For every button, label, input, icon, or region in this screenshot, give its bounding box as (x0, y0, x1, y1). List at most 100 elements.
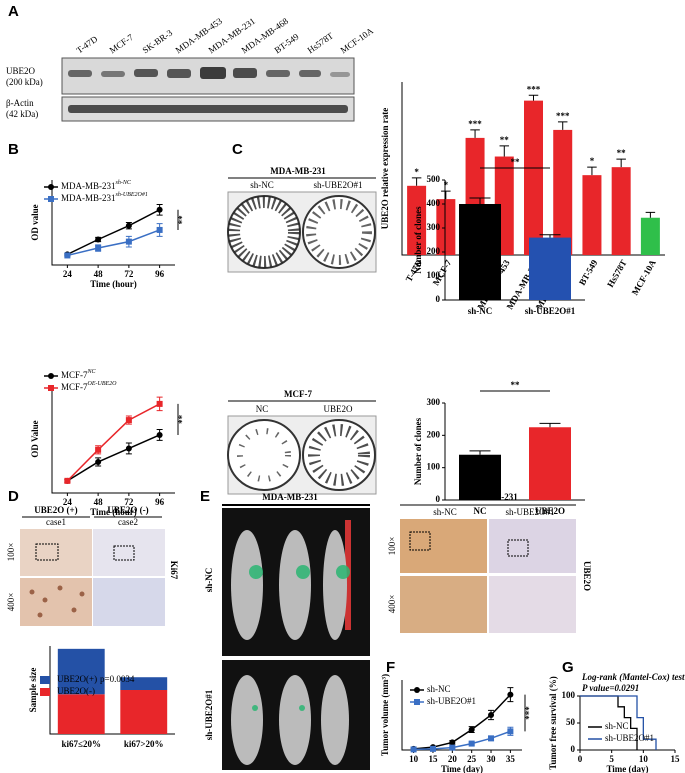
ihc-group: sh-UBE2O#1 (506, 507, 555, 517)
y-tick-label: 100 (562, 690, 576, 700)
point (507, 728, 514, 735)
legend-superscript: sh-NC (116, 180, 132, 186)
axis (401, 680, 522, 751)
x-axis-label: Time (day) (441, 764, 483, 773)
bar (524, 100, 543, 255)
stain: Ki67 (169, 561, 179, 580)
y-axis-label: OD Value (30, 420, 40, 457)
survival-curve (580, 695, 638, 750)
x-tick-label: 72 (124, 497, 134, 507)
point (449, 739, 456, 746)
panel-label: C (232, 141, 243, 158)
error-bar (411, 177, 422, 186)
x-tick-label: ki67≤20% (62, 739, 101, 749)
x-tick-label: 10 (409, 754, 419, 764)
panel-label: F (386, 659, 395, 676)
error-bar (539, 234, 561, 238)
point (410, 746, 417, 753)
legend-label: MDA-MB-231sh-UBE2O#1 (61, 192, 148, 203)
legend-label: sh-NC (605, 721, 629, 731)
legend-label: UBE2O(+) (57, 674, 97, 684)
point (64, 477, 71, 484)
error-bar (539, 422, 561, 428)
chart-subtitle: P value=0.0291 (582, 683, 639, 693)
magnification: 400× (387, 595, 397, 614)
x-tick-label: BT-549 (577, 258, 600, 287)
point (468, 740, 475, 747)
error-bar (441, 190, 451, 200)
error-bar (616, 158, 626, 168)
point (429, 745, 436, 752)
y-tick-label: 100 (427, 270, 441, 280)
point (488, 735, 495, 742)
x-tick-label: 24 (63, 269, 73, 279)
plate-group: UBE2O (324, 404, 354, 414)
series-line (67, 209, 160, 256)
point (95, 245, 102, 251)
lane-label: MCF-10A (339, 25, 376, 55)
legend-label: MDA-MB-231sh-NC (61, 180, 132, 191)
x-axis-label: Time (hour) (90, 507, 137, 517)
point (156, 206, 163, 213)
imaging-cell-line: MDA-MB-231 (262, 492, 318, 502)
series-line (66, 403, 160, 482)
y-tick-label: 200 (427, 429, 441, 439)
y-tick-label: 100 (427, 462, 441, 472)
charts: UBE2O relative expression rate *T-47D*MCF… (28, 82, 685, 773)
magnification: 100× (6, 543, 16, 562)
series-line (413, 694, 511, 750)
y-axis-label: Tumor volume (mm³) (380, 674, 390, 756)
chart-title: Log-rank (Mantel-Cox) test (581, 672, 685, 682)
annotation: ** (511, 157, 521, 167)
point (125, 238, 132, 245)
y-axis-label: Sample size (28, 668, 38, 713)
y-tick-label: 0 (436, 294, 441, 304)
point (64, 252, 71, 259)
y-tick-label: 500 (427, 174, 441, 184)
x-tick-label: Hs578T (605, 258, 629, 289)
legend-superscript: OE-UBE2O (88, 381, 118, 387)
x-tick-label: 24 (63, 497, 73, 507)
stain: UBE2O (582, 561, 592, 591)
point (507, 691, 514, 698)
legend-label: MCF-7NC (61, 369, 97, 380)
y-axis-label: OD value (30, 204, 40, 240)
point (125, 222, 132, 229)
ihc-group: sh-NC (433, 507, 457, 517)
bar (611, 167, 631, 255)
x-tick-label: 48 (94, 497, 104, 507)
bar (459, 454, 501, 500)
error-bar (499, 145, 510, 157)
bar (553, 129, 573, 255)
significance: * (414, 167, 419, 177)
ihc-group: UBE2O (+) (34, 505, 77, 515)
imaging-group: sh-UBE2O#1 (204, 689, 214, 740)
imaging-e: MDA-MB-231 sh-NC sh-UBE2O#1 MDA-MB-231 s… (204, 492, 592, 770)
legend-label: sh-NC (427, 684, 451, 694)
legend-swatch (40, 688, 50, 696)
magnification: 400× (6, 593, 16, 612)
error-bar (469, 450, 491, 455)
axis (51, 180, 175, 266)
bar (529, 427, 571, 500)
point (125, 417, 132, 424)
point (449, 744, 456, 751)
annotation: ** (511, 380, 521, 390)
y-tick-label: 300 (427, 222, 441, 232)
plate-group: sh-UBE2O#1 (314, 180, 363, 190)
legend-marker (48, 184, 54, 190)
bar (640, 217, 660, 255)
x-tick-label: 15 (671, 754, 681, 764)
bar (529, 237, 571, 300)
series-line (67, 229, 160, 257)
point (95, 236, 102, 243)
x-tick-label: 48 (94, 269, 104, 279)
axis (401, 82, 665, 256)
error-bar (587, 166, 597, 176)
lane-label: BT-549 (273, 31, 301, 55)
x-tick-label: 0 (578, 754, 583, 764)
legend-marker (48, 385, 54, 391)
blot-row-label: UBE2O (6, 66, 36, 76)
imaging-group: sh-NC (204, 568, 214, 593)
ihc-d: UBE2O (+) UBE2O (-) case1 case2 100× 400… (6, 505, 179, 626)
